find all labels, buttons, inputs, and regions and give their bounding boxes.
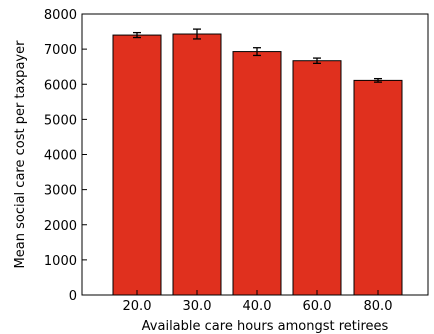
y-tick-label: 5000 bbox=[44, 113, 77, 128]
y-tick-label: 1000 bbox=[44, 254, 77, 269]
error-bars-group bbox=[133, 28, 382, 83]
y-tick-label: 0 bbox=[69, 289, 77, 304]
bar-40.0 bbox=[232, 51, 282, 296]
error-bar-30.0 bbox=[193, 28, 201, 40]
bar-80.0 bbox=[353, 79, 403, 296]
x-tick-label: 20.0 bbox=[123, 299, 152, 314]
x-tick-label: 80.0 bbox=[364, 299, 393, 314]
bar-20.0 bbox=[112, 34, 162, 296]
x-tick-label: 40.0 bbox=[243, 299, 272, 314]
y-tick-label: 8000 bbox=[44, 8, 77, 23]
bar-30.0 bbox=[172, 33, 222, 296]
error-bar-60.0 bbox=[313, 57, 321, 65]
error-bar-40.0 bbox=[253, 47, 261, 57]
error-bar-80.0 bbox=[374, 77, 382, 83]
x-axis-label: Available care hours amongst retirees bbox=[142, 319, 389, 334]
y-tick-label: 4000 bbox=[44, 149, 77, 164]
y-tick-label: 2000 bbox=[44, 219, 77, 234]
y-axis-label: Mean social care cost per taxpayer bbox=[13, 40, 28, 269]
y-tick-label: 7000 bbox=[44, 43, 77, 58]
plot-frame bbox=[81, 13, 429, 296]
x-tick-label: 60.0 bbox=[303, 299, 332, 314]
x-tick-label: 30.0 bbox=[183, 299, 212, 314]
bars-group bbox=[112, 33, 403, 296]
y-ticks-group: 0 1000 2000 3000 4000 5000 6000 7000 8000 bbox=[44, 8, 87, 304]
y-tick-label: 3000 bbox=[44, 184, 77, 199]
y-tick-label: 6000 bbox=[44, 78, 77, 93]
error-bar-20.0 bbox=[133, 31, 141, 39]
x-ticks-group: 20.0 30.0 40.0 60.0 80.0 bbox=[123, 290, 393, 314]
bar-60.0 bbox=[292, 60, 342, 296]
